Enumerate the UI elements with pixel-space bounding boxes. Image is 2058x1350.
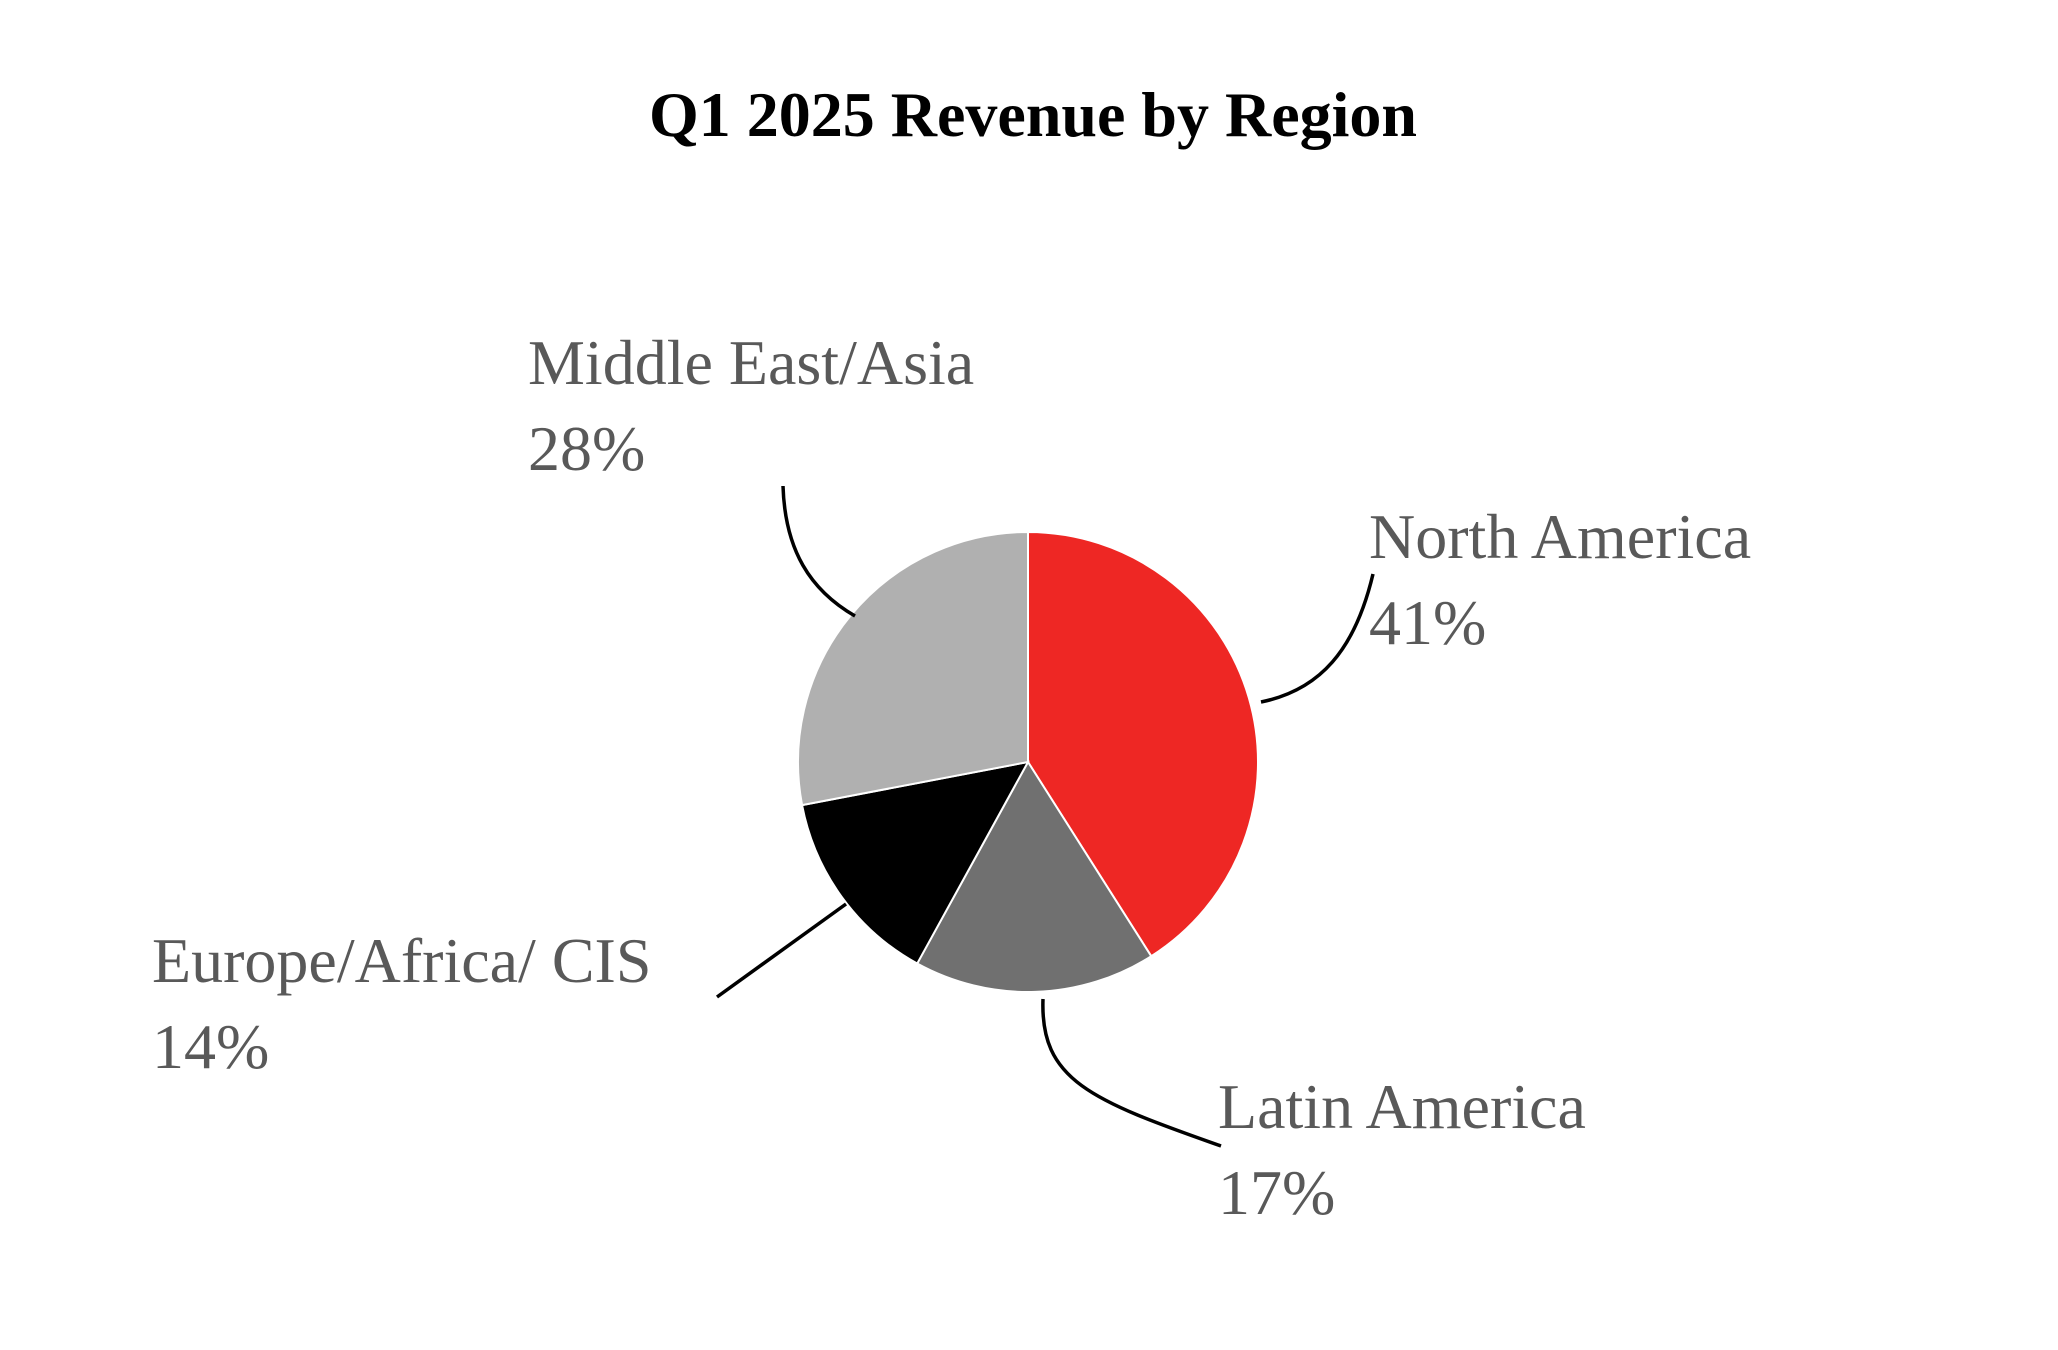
label-middle-east-asia: Middle East/Asia: [528, 327, 974, 398]
value-label-north-america: 41%: [1369, 587, 1486, 658]
value-label-latin-america: 17%: [1218, 1157, 1335, 1228]
pie-slice-latin-america: [915, 760, 1153, 993]
pie-slices: [797, 530, 1259, 993]
pie-slice-middle-east-asia: [797, 530, 1029, 807]
pie-slice-north-america: [1027, 530, 1259, 958]
label-north-america: North America: [1369, 501, 1751, 572]
value-label-middle-east-asia: 28%: [528, 413, 645, 484]
leader-line-middle-east-asia: [781, 485, 856, 618]
leader-line-latin-america: [1041, 998, 1222, 1148]
label-latin-america: Latin America: [1218, 1071, 1586, 1142]
leader-line-europe-africa-cis: [715, 902, 848, 999]
value-label-europe-africa-cis: 14%: [152, 1011, 269, 1082]
label-europe-africa-cis: Europe/Africa/ CIS: [152, 925, 651, 996]
chart-title: Q1 2025 Revenue by Region: [649, 79, 1417, 150]
leader-line-north-america: [1260, 573, 1375, 704]
pie-slice-europe-africa-cis: [800, 760, 1030, 965]
